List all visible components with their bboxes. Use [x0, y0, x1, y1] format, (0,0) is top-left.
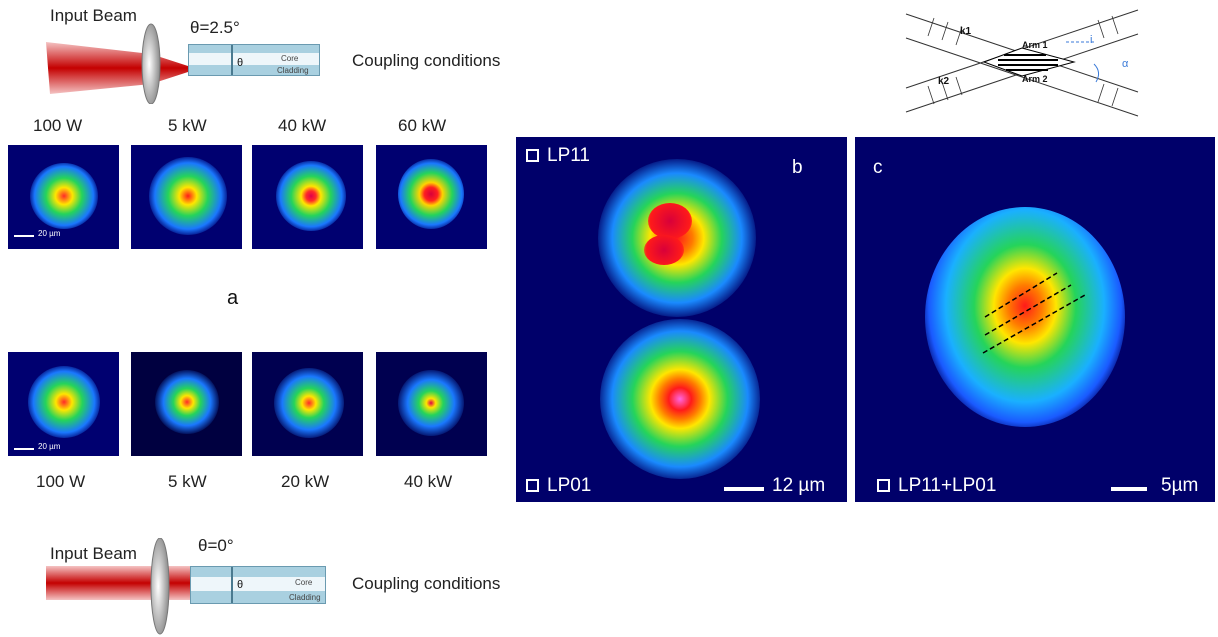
scale-label-b: 12 µm	[772, 475, 826, 496]
scale-bar	[724, 487, 764, 491]
speckle-image-40kw-row2	[376, 352, 487, 456]
mode-combined-text: LP11+LP01	[898, 475, 997, 496]
crossing-beams-sketch	[905, 9, 1139, 117]
scale-label-c: 5µm	[1161, 475, 1199, 496]
scale-label: 20 µm	[38, 229, 61, 238]
power-label: 100 W	[33, 116, 83, 135]
fiber-bottom: Core Cladding θ	[190, 566, 326, 604]
input-beam-label-bottom: Input Beam	[50, 544, 137, 563]
coupling-caption-top: Coupling conditions	[352, 51, 501, 70]
input-beam-label-top: Input Beam	[50, 6, 137, 25]
fiber-axis-top	[231, 45, 233, 75]
mode-lp01-label: LP01	[526, 475, 591, 497]
mode-lp11-text: LP11	[547, 145, 590, 166]
fiber-top: Core Cladding θ	[188, 44, 320, 76]
panel-b-mode-image: LP11 b LP01 12 µm	[516, 137, 847, 502]
power-label: 5 kW	[168, 472, 207, 491]
interference-diagram: k1 k2 Arm 1 Arm 2 i α	[898, 2, 1148, 120]
theta-label-top: θ	[237, 57, 244, 69]
fiber-core-top	[189, 53, 319, 65]
fiber-core-bottom	[191, 577, 325, 591]
beam-lens-diagram-top	[46, 23, 188, 104]
power-label: 60 kW	[398, 116, 447, 135]
panel-c-letter: c	[873, 157, 883, 178]
power-label: 100 W	[36, 472, 86, 491]
speckle-image-40kw	[252, 145, 363, 249]
core-label-bottom: Core	[295, 578, 313, 587]
mode-lp01-text: LP01	[547, 475, 592, 496]
panel-c-mode-image: c LP11+LP01 5µm	[855, 137, 1215, 502]
angle-label-bottom: θ=0°	[198, 536, 234, 555]
arm1-label: Arm 1	[1022, 40, 1048, 50]
angle-label-top: θ=2.5°	[190, 18, 240, 37]
speckle-image-5kw	[131, 145, 242, 249]
speckle-image-5kw-row2	[131, 352, 242, 456]
power-label: 40 kW	[278, 116, 327, 135]
i-label: i	[1090, 34, 1093, 46]
power-label: 5 kW	[168, 116, 207, 135]
cladding-label-top: Cladding	[277, 66, 309, 75]
k1-label: k1	[960, 26, 972, 37]
panel-a-label: a	[227, 287, 239, 309]
fiber-axis-bottom	[231, 567, 233, 603]
checkbox-icon	[526, 149, 539, 162]
speckle-image-20kw-row2	[252, 352, 363, 456]
cladding-label-bottom: Cladding	[289, 593, 321, 602]
mode-lp11-label: LP11	[526, 145, 590, 167]
power-label: 40 kW	[404, 472, 453, 491]
speckle-image-100w: 20 µm	[8, 145, 119, 249]
alpha-label: α	[1122, 58, 1129, 70]
checkbox-icon	[877, 479, 890, 492]
power-label: 20 kW	[281, 472, 330, 491]
k2-label: k2	[938, 76, 950, 87]
speckle-image-100w-row2: 20 µm	[8, 352, 119, 456]
mode-lp11-lp01-label: LP11+LP01	[877, 475, 996, 497]
checkbox-icon	[526, 479, 539, 492]
arm2-label: Arm 2	[1022, 74, 1048, 84]
fringe-lines	[982, 272, 1086, 354]
beam-lens-diagram-bottom	[46, 538, 191, 635]
scale-bar	[1111, 487, 1147, 491]
coupling-caption-bottom: Coupling conditions	[352, 574, 501, 593]
core-label-top: Core	[281, 54, 299, 63]
theta-label-bottom: θ	[237, 579, 244, 591]
panel-b-letter: b	[792, 157, 803, 178]
speckle-image-60kw	[376, 145, 487, 249]
scale-label: 20 µm	[38, 442, 61, 451]
